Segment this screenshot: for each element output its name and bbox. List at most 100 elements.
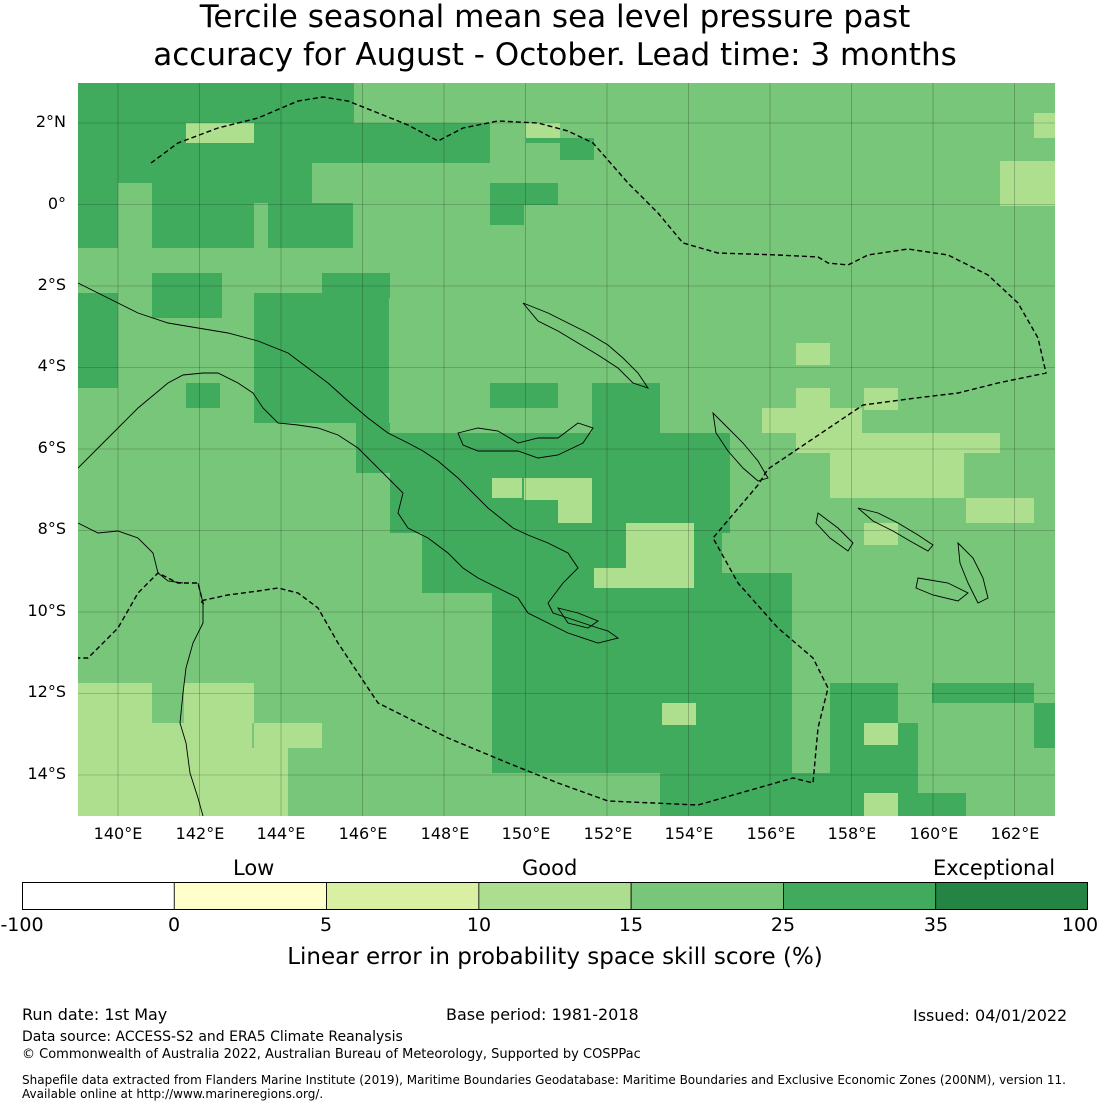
- louisiade-islands: [556, 607, 599, 629]
- lat-label-0: 0°: [47, 194, 66, 213]
- skill-cell: [152, 203, 254, 248]
- colorbar-label-exceptional: Exceptional: [933, 856, 1056, 880]
- lon-label-142e: 142°E: [175, 824, 225, 843]
- shapefile-credit-1: Shapefile data extracted from Flanders M…: [22, 1073, 1066, 1087]
- map-title: Tercile seasonal mean sea level pressure…: [0, 0, 1110, 74]
- colorbar-segment: [478, 882, 632, 910]
- shapefile-credit-2: Available online at http://www.marinereg…: [22, 1087, 324, 1101]
- solomon-islands-1: [857, 507, 934, 552]
- skill-cell: [558, 643, 758, 773]
- skill-cell: [152, 273, 222, 318]
- colorbar-tick-5: 5: [319, 914, 333, 936]
- colorbar-tick-100: 100: [1061, 914, 1099, 936]
- lat-label-4s: 4°S: [37, 356, 66, 375]
- colorbar-tick-neg100: -100: [0, 914, 44, 936]
- lon-label-148e: 148°E: [420, 824, 470, 843]
- skill-cell: [762, 408, 862, 433]
- skill-cell: [322, 273, 390, 298]
- skill-cell: [594, 568, 628, 588]
- colorbar-segment: [173, 882, 327, 910]
- data-source: Data source: ACCESS-S2 and ERA5 Climate …: [22, 1029, 403, 1045]
- colorbar-tick-10: 10: [466, 914, 492, 936]
- skill-cell: [932, 683, 1034, 703]
- lon-label-160e: 160°E: [909, 824, 959, 843]
- skill-cell: [864, 723, 898, 745]
- skill-cell: [796, 388, 830, 410]
- skill-cell: [268, 203, 353, 248]
- colorbar-segments: [22, 882, 1088, 910]
- skill-cell: [796, 343, 830, 365]
- colorbar: [22, 882, 1088, 910]
- colorbar-tick-15: 15: [618, 914, 644, 936]
- skill-cell: [560, 138, 594, 160]
- solomon-islands-4: [815, 512, 854, 552]
- lat-label-10s: 10°S: [27, 601, 66, 620]
- skill-cell: [254, 723, 322, 748]
- skill-cell: [830, 683, 898, 723]
- lon-label-162e: 162°E: [990, 824, 1040, 843]
- skill-cell: [186, 383, 220, 408]
- skill-cell: [490, 183, 558, 205]
- colorbar-segment: [630, 882, 784, 910]
- gulf-coast: [78, 522, 184, 584]
- lat-label-6s: 6°S: [37, 438, 66, 457]
- colorbar-segment: [326, 882, 480, 910]
- skill-cell: [898, 793, 966, 816]
- lon-label-146e: 146°E: [338, 824, 388, 843]
- lon-label-140e: 140°E: [93, 824, 143, 843]
- png-eez-boundary: [78, 96, 1047, 806]
- new-ireland-coast: [522, 302, 650, 389]
- skill-cell: [356, 423, 390, 473]
- skill-cell: [186, 83, 354, 123]
- skill-cell: [492, 478, 522, 498]
- skill-cells: [78, 83, 1055, 816]
- skill-cell: [558, 478, 592, 523]
- skill-cell: [966, 433, 1000, 453]
- skill-cell: [524, 478, 558, 500]
- colorbar-segment: [783, 882, 937, 910]
- skill-cell: [1034, 703, 1055, 748]
- title-line-1: Tercile seasonal mean sea level pressure…: [199, 0, 911, 35]
- lon-label-154e: 154°E: [664, 824, 714, 843]
- skill-cell: [152, 163, 312, 203]
- skill-cell: [526, 123, 560, 138]
- solomon-islands-3: [915, 577, 969, 602]
- lat-label-2s: 2°S: [37, 275, 66, 294]
- run-date: Run date: 1st May: [22, 1005, 168, 1024]
- new-guinea-coast: [78, 282, 620, 644]
- lat-label-8s: 8°S: [37, 519, 66, 538]
- title-line-2: accuracy for August - October. Lead time…: [153, 37, 957, 73]
- colorbar-tick-25: 25: [770, 914, 796, 936]
- graticule: [78, 83, 1055, 816]
- skill-cell: [796, 433, 966, 453]
- skill-cell: [490, 203, 524, 225]
- eez-boundaries: [78, 96, 1047, 806]
- colorbar-caption: Linear error in probability space skill …: [287, 944, 823, 970]
- skill-cell: [490, 383, 558, 408]
- colorbar-tick-0: 0: [167, 914, 181, 936]
- skill-cell: [662, 703, 696, 725]
- skill-cell: [660, 773, 860, 816]
- skill-cell: [184, 683, 254, 723]
- skill-cell: [864, 793, 898, 816]
- copyright: © Commonwealth of Australia 2022, Austra…: [22, 1047, 641, 1062]
- lon-label-158e: 158°E: [827, 824, 877, 843]
- coastlines: [78, 282, 989, 816]
- skill-cell: [1034, 113, 1055, 138]
- skill-cell: [78, 183, 118, 248]
- bougainville-coast: [712, 411, 769, 482]
- colorbar-label-good: Good: [522, 856, 578, 880]
- skill-cell: [1000, 161, 1055, 206]
- base-period: Base period: 1981-2018: [446, 1005, 639, 1024]
- skill-cell: [78, 293, 118, 388]
- skill-cell: [186, 123, 254, 143]
- lat-label-12s: 12°S: [27, 682, 66, 701]
- skill-cell: [626, 523, 694, 588]
- lat-label-2n: 2°N: [35, 112, 66, 131]
- lat-label-14s: 14°S: [27, 764, 66, 783]
- issued-date: Issued: 04/01/2022: [913, 1006, 1068, 1025]
- colorbar-segment: [935, 882, 1088, 910]
- lon-label-156e: 156°E: [746, 824, 796, 843]
- skill-cell: [966, 498, 1034, 523]
- skill-score-map: [78, 83, 1055, 816]
